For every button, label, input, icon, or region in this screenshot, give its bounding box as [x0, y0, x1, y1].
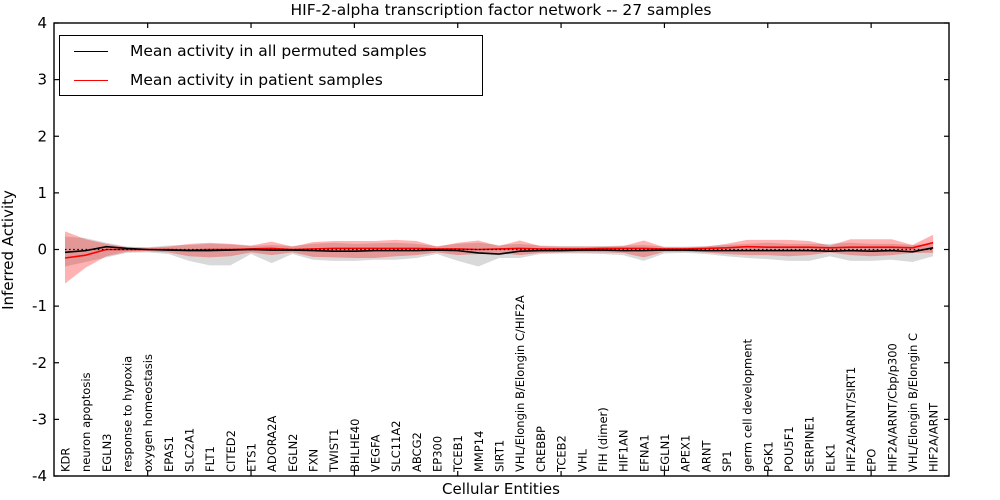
x-category-label: CITED2	[224, 430, 238, 472]
x-category-label: ETS1	[245, 443, 259, 472]
legend-entry-permuted: Mean activity in all permuted samples	[60, 37, 482, 65]
x-category-label: PGK1	[761, 441, 775, 472]
x-category-label: EGLN1	[658, 433, 672, 472]
legend-label-permuted: Mean activity in all permuted samples	[130, 42, 427, 60]
x-category-label: EPO	[865, 449, 879, 472]
x-category-label: ELK1	[823, 443, 837, 472]
x-category-label: TCEB1	[451, 435, 465, 473]
x-category-label: BHLHE40	[348, 419, 362, 473]
x-category-labels: KDR neuron apoptosis EGLN3 response to hypo…	[59, 295, 941, 473]
y-tick-label: -2	[32, 354, 47, 372]
y-tick-label: 0	[37, 241, 47, 259]
series-line-0	[64, 245, 934, 255]
x-category-label: SIRT1	[493, 440, 507, 472]
x-category-label: MMP14	[472, 431, 486, 472]
x-category-label: VEGFA	[369, 434, 383, 472]
legend-entry-patient: Mean activity in patient samples	[60, 66, 482, 94]
y-tick-labels: 4 3 2 1 0 -1 -2 -3 -4	[32, 14, 47, 485]
x-category-label: ADORA2A	[265, 416, 279, 472]
chart-title: HIF-2-alpha transcription factor network…	[291, 1, 712, 19]
x-category-label: CREBBP	[534, 426, 548, 472]
y-tick-label: 2	[37, 127, 47, 145]
x-category-label: neuron apoptosis	[79, 372, 93, 472]
x-category-label: EPAS1	[162, 436, 176, 472]
x-category-label: SLC2A1	[183, 428, 197, 472]
x-category-label: germ cell development	[741, 338, 755, 472]
x-category-label: EGLN2	[286, 433, 300, 472]
x-category-label: SLC11A2	[389, 420, 403, 472]
y-tick-label: 1	[37, 184, 47, 202]
x-category-label: POU5F1	[782, 426, 796, 472]
y-tick-label: -3	[32, 410, 47, 428]
x-category-label: APEX1	[679, 435, 693, 472]
legend-line-patient-icon	[74, 79, 108, 81]
x-category-label: VHL/Elongin B/Elongin C/HIF2A	[513, 295, 527, 472]
x-category-label: ARNT	[699, 440, 713, 472]
y-tick-label: 4	[37, 14, 47, 32]
legend-label-patient: Mean activity in patient samples	[130, 71, 383, 89]
band-layer	[65, 231, 934, 284]
x-category-label: response to hypoxia	[121, 356, 135, 472]
x-category-label: HIF2A/ARNT	[927, 402, 941, 472]
x-category-label: HIF1AN	[617, 430, 631, 472]
x-category-label: TWIST1	[327, 429, 341, 473]
x-category-label: FXN	[307, 449, 321, 472]
y-axis-label: Inferred Activity	[0, 190, 17, 310]
x-category-label: EGLN3	[100, 433, 114, 472]
x-category-label: KDR	[59, 448, 73, 472]
x-category-label: ABCG2	[410, 432, 424, 472]
x-axis-label: Cellular Entities	[442, 480, 560, 498]
y-tick-label: 3	[37, 71, 47, 89]
line-layer	[64, 241, 934, 259]
y-tick-label: -4	[32, 467, 47, 485]
band-0	[65, 236, 934, 267]
band-1	[65, 231, 934, 284]
legend-line-permuted-icon	[74, 50, 108, 52]
x-category-label: EP300	[431, 436, 445, 472]
x-category-label: VHL/Elongin B/Elongin C	[906, 333, 920, 472]
x-category-label: FIH (dimer)	[596, 407, 610, 472]
x-category-label: EFNA1	[637, 434, 651, 472]
tick-layer	[54, 22, 949, 477]
x-category-label: HIF2A/ARNT/Cbp/p300	[885, 343, 899, 472]
y-tick-label: -1	[32, 297, 47, 315]
x-category-label: SP1	[720, 450, 734, 472]
x-category-label: HIF2A/ARNT/SIRT1	[844, 367, 858, 472]
x-category-label: oxygen homeostasis	[141, 354, 155, 472]
x-category-label: VHL	[575, 448, 589, 472]
x-category-label: SERPINE1	[803, 416, 817, 472]
legend: Mean activity in all permuted samples Me…	[59, 35, 483, 96]
x-category-label: TCEB2	[555, 435, 569, 473]
x-category-label: FLT1	[203, 446, 217, 472]
